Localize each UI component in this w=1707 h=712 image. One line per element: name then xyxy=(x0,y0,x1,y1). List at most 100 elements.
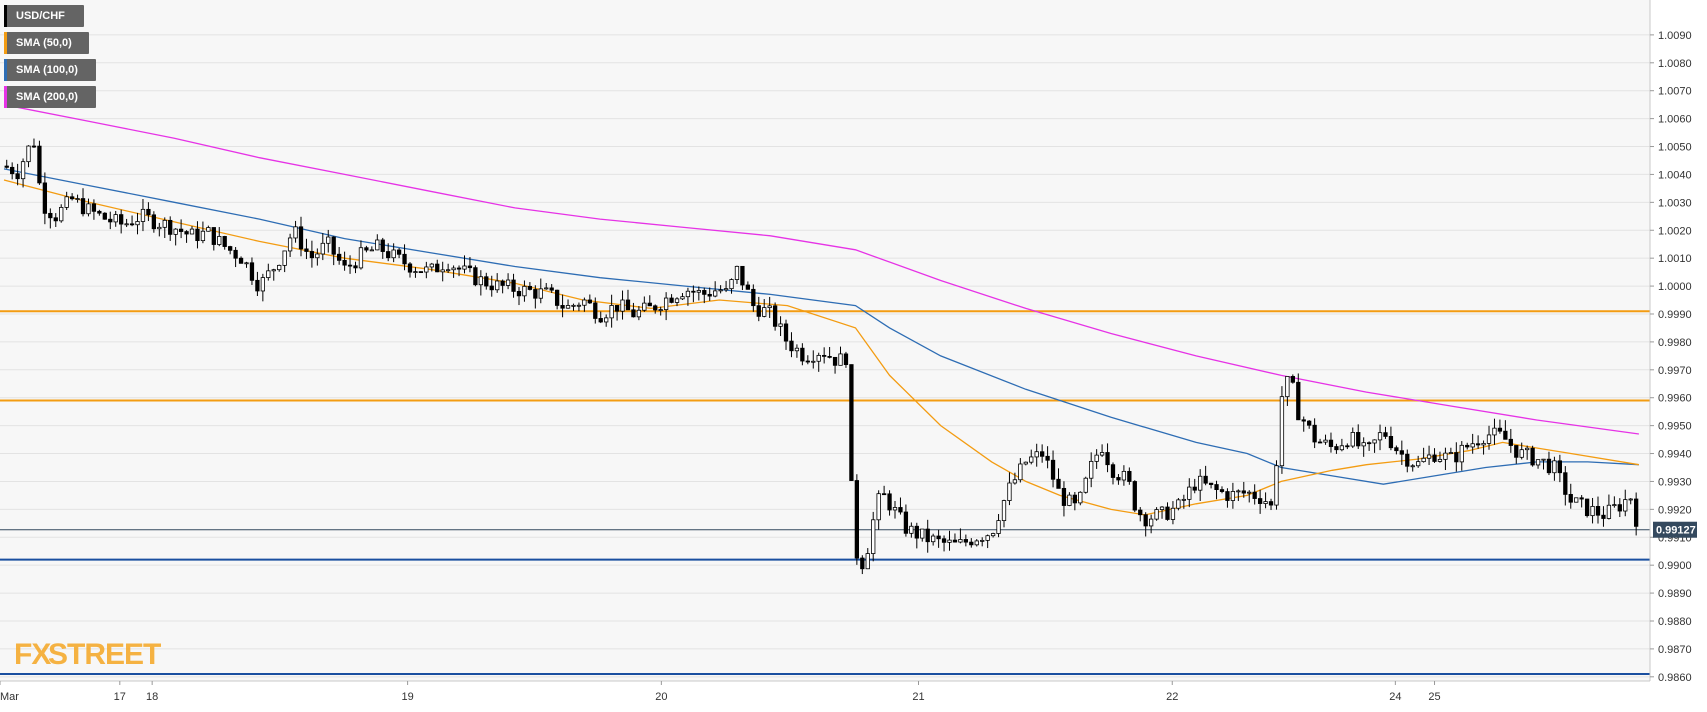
candle-body xyxy=(1176,499,1181,509)
y-tick-label: 0.9990 xyxy=(1658,309,1692,321)
candle-body xyxy=(1247,491,1252,494)
candle-body xyxy=(522,285,527,297)
candle-body xyxy=(189,228,195,235)
candle-body xyxy=(42,182,48,214)
candle-body xyxy=(854,480,860,559)
candle-body xyxy=(1634,498,1639,527)
candle-body xyxy=(1001,500,1007,522)
x-tick-label: 22 xyxy=(1166,691,1178,703)
candle-body xyxy=(10,166,15,175)
candle-body xyxy=(1061,487,1067,506)
candle-body xyxy=(985,535,990,541)
y-tick-label: 0.9960 xyxy=(1658,393,1692,405)
candle-body xyxy=(1138,509,1143,516)
candle-body xyxy=(996,520,1001,534)
candle-body xyxy=(593,302,598,319)
candle-body xyxy=(1040,451,1045,457)
candle-body xyxy=(1356,432,1361,447)
candle-body xyxy=(75,198,80,200)
candle-body xyxy=(1623,499,1628,512)
candle-body xyxy=(1628,498,1633,501)
legend-label: SMA (100,0) xyxy=(16,64,78,76)
candle-body xyxy=(843,353,849,365)
candle-body xyxy=(402,253,407,265)
legend-sma-100[interactable]: SMA (100,0) xyxy=(4,59,96,81)
candle-body xyxy=(554,289,560,306)
candle-body xyxy=(80,198,86,215)
candle-body xyxy=(1612,504,1617,507)
candle-body xyxy=(287,237,293,252)
candle-body xyxy=(925,528,930,543)
candle-body xyxy=(974,540,979,546)
y-tick-label: 0.9880 xyxy=(1658,616,1692,628)
horizontal-levels xyxy=(0,310,1650,676)
candle-body xyxy=(1377,432,1383,441)
candle-body xyxy=(1481,443,1486,446)
candle-body xyxy=(658,309,663,311)
legend-usdchf[interactable]: USD/CHF xyxy=(4,5,84,27)
candle-body xyxy=(832,356,838,366)
x-tick-label: 25 xyxy=(1428,691,1440,703)
y-tick-label: 1.0090 xyxy=(1658,30,1692,42)
legend-swatch xyxy=(4,59,7,81)
candle-body xyxy=(211,227,216,245)
candle-body xyxy=(969,541,974,546)
candle-body xyxy=(15,173,20,180)
candle-body xyxy=(538,288,543,299)
candle-body xyxy=(1187,486,1192,500)
candle-body xyxy=(1475,443,1481,446)
legend-sma-50[interactable]: SMA (50,0) xyxy=(4,32,89,54)
candle-body xyxy=(827,356,832,358)
candle-body xyxy=(1192,486,1197,491)
y-tick-label: 1.0030 xyxy=(1658,197,1692,209)
candle-body xyxy=(745,284,751,290)
candle-body xyxy=(1388,435,1394,449)
candle-body xyxy=(718,289,723,292)
y-tick-label: 0.9900 xyxy=(1658,560,1692,572)
candle-body xyxy=(822,354,827,357)
candle-body xyxy=(407,263,413,273)
candle-body xyxy=(625,299,631,311)
candle-body xyxy=(266,270,271,279)
candle-body xyxy=(1078,491,1083,504)
candle-body xyxy=(604,317,609,323)
candle-body xyxy=(1541,458,1546,461)
y-tick-label: 1.0010 xyxy=(1658,253,1692,265)
candle-body xyxy=(647,302,652,307)
legend-swatch xyxy=(4,86,7,108)
candle-body xyxy=(1405,453,1410,467)
candle-body xyxy=(990,533,996,537)
candle-body xyxy=(582,299,587,306)
candle-body xyxy=(249,262,255,281)
candle-body xyxy=(1110,464,1116,478)
candle-body xyxy=(353,265,358,269)
candle-body xyxy=(1432,454,1437,462)
legend-sma-200[interactable]: SMA (200,0) xyxy=(4,86,96,108)
candle-body xyxy=(1416,461,1421,467)
candle-body xyxy=(669,297,674,303)
candle-body xyxy=(909,525,914,534)
candle-body xyxy=(1317,441,1323,444)
candle-body xyxy=(1127,470,1132,482)
candle-body xyxy=(238,257,244,264)
y-tick-label: 0.9920 xyxy=(1658,504,1692,516)
candle-body xyxy=(1557,460,1563,474)
candle-body xyxy=(1268,501,1274,506)
candle-body xyxy=(1198,475,1203,491)
candle-body xyxy=(1470,443,1475,448)
candle-body xyxy=(876,493,881,521)
candle-body xyxy=(380,239,385,252)
candle-body xyxy=(1601,514,1606,519)
candle-body xyxy=(1546,458,1552,474)
x-tick-label: 18 xyxy=(146,691,158,703)
candle-body xyxy=(1345,445,1350,448)
candle-body xyxy=(505,279,511,286)
candle-body xyxy=(920,528,925,539)
candle-body xyxy=(1459,444,1464,463)
candle-body xyxy=(424,266,429,273)
y-tick-label: 1.0040 xyxy=(1658,169,1692,181)
candle-body xyxy=(309,251,315,259)
candle-body xyxy=(1170,507,1176,520)
candle-body xyxy=(1334,446,1339,451)
